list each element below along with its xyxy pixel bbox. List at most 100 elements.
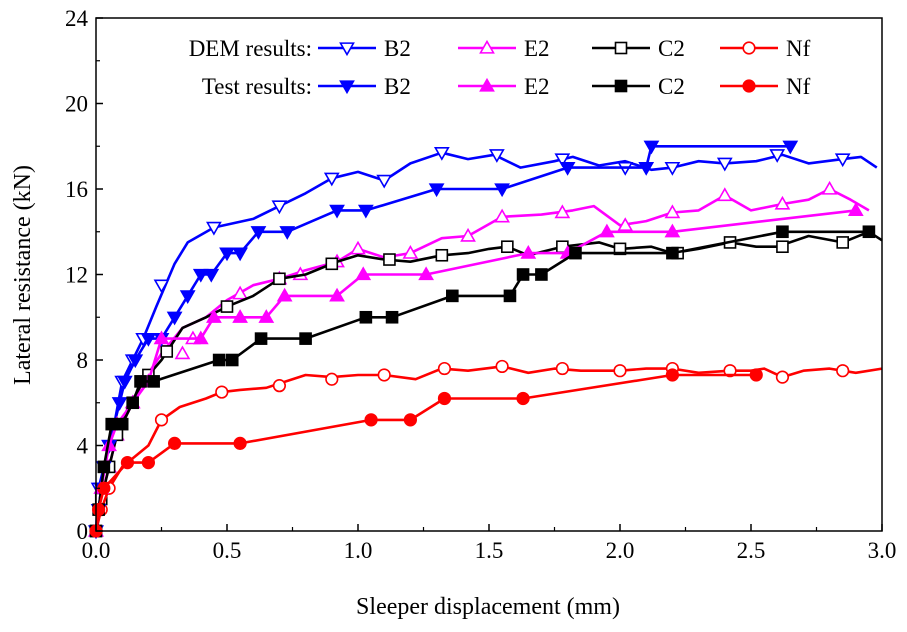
y-tick-label: 24: [65, 6, 89, 31]
data-point: [174, 345, 191, 360]
data-point: [554, 204, 571, 219]
data-point: [126, 396, 139, 410]
data-point: [836, 236, 850, 249]
data-point: [501, 240, 514, 254]
data-point: [516, 268, 530, 281]
data-point: [494, 183, 510, 198]
legend-label: E2: [524, 36, 550, 61]
data-point: [862, 225, 876, 239]
axes-layer: 0.0 0.5 1.0 1.5 2.0 2.5 3.0 0 4 8 12 16 20 24: [65, 6, 896, 563]
data-point: [127, 354, 144, 369]
legend-marker: [614, 79, 628, 93]
data-point: [105, 417, 119, 431]
legend-marker: [339, 42, 355, 57]
data-point: [643, 140, 660, 155]
data-point: [403, 413, 418, 427]
data-point: [418, 266, 434, 281]
data-point: [153, 330, 170, 345]
data-point: [134, 375, 147, 388]
data-point: [836, 364, 850, 378]
data-point: [782, 140, 799, 155]
data-point: [206, 309, 222, 323]
data-point: [488, 149, 505, 163]
data-point: [503, 289, 517, 303]
data-point: [437, 361, 452, 376]
data-point: [428, 183, 445, 198]
data-point: [437, 391, 452, 406]
data-point: [749, 368, 763, 382]
data-point: [160, 345, 174, 358]
legend-row-label: Test results:: [202, 74, 312, 99]
data-point: [460, 227, 476, 242]
data-point: [446, 289, 459, 303]
x-tick-label: 1.0: [344, 538, 373, 563]
data-point: [147, 375, 160, 388]
legend-label: Nf: [786, 36, 811, 61]
data-point: [774, 195, 791, 210]
legend-label: Nf: [786, 74, 811, 99]
data-point: [494, 208, 510, 223]
series-test-nf: [89, 368, 763, 538]
data-point: [232, 309, 248, 323]
x-tick-label: 1.5: [475, 538, 504, 563]
data-point: [250, 226, 267, 240]
legend-entry-test-c2: C2: [592, 74, 685, 99]
data-point: [220, 300, 234, 313]
data-point: [279, 226, 296, 240]
series-dem-nf: [89, 359, 883, 538]
legend-entry-dem-e2: E2: [458, 36, 550, 61]
data-point: [141, 456, 155, 470]
data-point: [120, 456, 135, 470]
legend-entry-dem-c2: C2: [592, 36, 685, 61]
y-tick-label: 0: [77, 519, 89, 544]
y-tick-label: 16: [65, 177, 88, 202]
data-point: [254, 332, 268, 345]
data-point: [776, 225, 789, 239]
data-point: [364, 413, 378, 427]
data-point: [769, 149, 786, 163]
data-point: [166, 311, 183, 326]
legend: DEM results: B2 E2 C2 Nf Test results: B2 E2 C2 N…: [189, 36, 811, 99]
data-point: [153, 279, 170, 294]
legend-label: B2: [384, 36, 411, 61]
y-axis-label: Lateral resistance (kN): [10, 165, 36, 385]
data-point: [115, 417, 129, 431]
data-point: [329, 287, 345, 302]
data-point: [665, 368, 680, 382]
data-point: [350, 240, 366, 255]
data-point: [329, 204, 345, 219]
legend-marker: [614, 41, 628, 55]
data-point: [325, 257, 339, 271]
data-point: [535, 268, 548, 281]
data-point: [179, 290, 196, 304]
y-tick-label: 20: [65, 92, 88, 117]
legend-label: E2: [524, 74, 550, 99]
x-tick-label: 0.5: [213, 538, 242, 563]
data-point: [723, 364, 737, 378]
data-point: [664, 161, 681, 176]
data-point: [569, 246, 582, 260]
legend-label: C2: [658, 36, 685, 61]
data-point: [664, 223, 681, 238]
x-axis-label: Sleeper displacement (mm): [356, 594, 620, 620]
legend-marker: [479, 77, 495, 92]
data-point: [495, 359, 509, 374]
series-line: [94, 187, 870, 532]
data-point: [215, 385, 229, 399]
data-point: [516, 391, 530, 406]
data-point: [847, 202, 864, 217]
data-point: [299, 332, 312, 345]
data-point: [232, 247, 248, 262]
data-point: [206, 221, 222, 236]
data-point: [192, 268, 209, 283]
x-tick-label: 2.5: [737, 538, 766, 563]
data-point: [664, 204, 681, 219]
data-point: [435, 248, 449, 262]
data-point: [92, 503, 106, 517]
series-line: [94, 365, 883, 532]
data-point: [97, 460, 111, 474]
data-point: [272, 379, 287, 393]
data-point: [271, 200, 288, 215]
legend-row-label: DEM results:: [189, 36, 312, 61]
